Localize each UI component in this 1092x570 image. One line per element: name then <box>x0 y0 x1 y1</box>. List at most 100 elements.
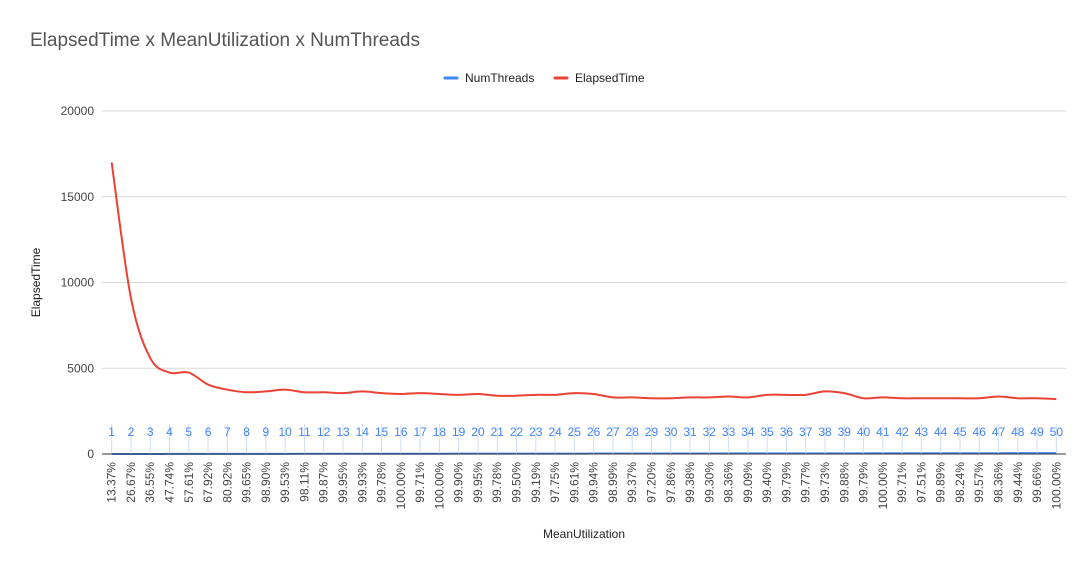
x-tick-label: 97.86% <box>664 462 678 503</box>
data-label: 34 <box>741 425 755 439</box>
data-label: 16 <box>394 425 408 439</box>
data-label: 50 <box>1050 425 1064 439</box>
data-label: 43 <box>915 425 929 439</box>
data-label: 22 <box>510 425 524 439</box>
data-label: 15 <box>375 425 389 439</box>
x-tick-label: 100.00% <box>394 462 408 510</box>
data-label: 27 <box>606 425 620 439</box>
series-line-elapsedtime <box>110 162 1057 401</box>
data-label: 39 <box>838 425 852 439</box>
x-tick-label: 99.09% <box>741 462 755 503</box>
x-tick-label: 98.99% <box>606 462 620 503</box>
x-axis-title: MeanUtilization <box>543 527 625 541</box>
data-label: 40 <box>857 425 871 439</box>
y-tick-label: 10000 <box>61 276 95 290</box>
x-tick-label: 97.75% <box>548 462 562 503</box>
x-tick-label: 99.90% <box>452 462 466 503</box>
y-tick-label: 15000 <box>61 190 95 204</box>
y-tick-label: 5000 <box>67 361 94 375</box>
x-tick-label: 99.30% <box>702 462 716 503</box>
x-tick-label: 57.61% <box>182 462 196 503</box>
x-tick-label: 26.67% <box>124 462 138 503</box>
y-tick-label: 20000 <box>61 104 95 118</box>
data-label: 26 <box>587 425 601 439</box>
x-tick-label: 99.40% <box>760 462 774 503</box>
x-tick-label: 36.55% <box>143 462 157 503</box>
data-label: 6 <box>205 425 212 439</box>
data-label: 7 <box>224 425 231 439</box>
data-label: 24 <box>548 425 562 439</box>
data-label: 4 <box>166 425 173 439</box>
x-tick-label: 99.66% <box>1030 462 1044 503</box>
legend-label-numthreads: NumThreads <box>465 71 534 85</box>
data-label: 49 <box>1030 425 1044 439</box>
x-tick-label: 99.88% <box>837 462 851 503</box>
x-tick-label: 100.00% <box>432 462 446 510</box>
x-tick-label: 98.36% <box>992 462 1006 503</box>
x-tick-label: 99.95% <box>471 462 485 503</box>
x-tick-label: 99.95% <box>336 462 350 503</box>
x-tick-label: 99.78% <box>375 462 389 503</box>
data-label: 28 <box>626 425 640 439</box>
data-label: 32 <box>703 425 717 439</box>
data-label: 21 <box>491 425 505 439</box>
x-tick-label: 97.20% <box>644 462 658 503</box>
data-label: 8 <box>243 425 250 439</box>
data-label: 13 <box>336 425 350 439</box>
x-tick-label: 99.19% <box>529 462 543 503</box>
x-tick-label: 99.53% <box>278 462 292 503</box>
data-label: 29 <box>645 425 659 439</box>
x-tick-label: 99.87% <box>317 462 331 503</box>
x-tick-label: 13.37% <box>105 462 119 503</box>
x-tick-label: 99.89% <box>934 462 948 503</box>
data-label: 12 <box>317 425 331 439</box>
data-label: 45 <box>953 425 967 439</box>
x-tick-label: 99.93% <box>355 462 369 503</box>
data-label: 10 <box>278 425 292 439</box>
data-label: 47 <box>992 425 1006 439</box>
data-label: 9 <box>263 425 270 439</box>
x-tick-label: 99.79% <box>857 462 871 503</box>
data-label: 35 <box>760 425 774 439</box>
data-label: 11 <box>298 425 311 439</box>
data-label: 20 <box>471 425 485 439</box>
legend-label-elapsedtime: ElapsedTime <box>575 71 645 85</box>
x-tick-label: 97.51% <box>914 462 928 503</box>
x-tick-label: 99.78% <box>490 462 504 503</box>
data-label: 37 <box>799 425 813 439</box>
x-tick-label: 98.11% <box>297 462 311 502</box>
data-label: 31 <box>683 425 697 439</box>
x-tick-label: 99.71% <box>895 462 909 503</box>
x-tick-label: 99.38% <box>683 462 697 503</box>
data-label: 17 <box>413 425 427 439</box>
x-tick-label: 98.90% <box>259 462 273 503</box>
data-label: 18 <box>433 425 447 439</box>
data-label: 38 <box>818 425 832 439</box>
x-tick-label: 99.94% <box>587 462 601 503</box>
x-tick-label: 99.37% <box>625 462 639 503</box>
data-label: 30 <box>664 425 678 439</box>
x-tick-label: 98.36% <box>722 462 736 503</box>
x-tick-label: 99.61% <box>567 462 581 503</box>
data-label: 3 <box>147 425 154 439</box>
x-tick-label: 99.57% <box>972 462 986 503</box>
x-tick-label: 99.77% <box>799 462 813 503</box>
x-tick-label: 99.44% <box>1011 462 1025 503</box>
data-label: 23 <box>529 425 543 439</box>
data-label: 41 <box>876 425 890 439</box>
x-tick-label: 99.73% <box>818 462 832 503</box>
data-label: 46 <box>973 425 987 439</box>
data-label: 5 <box>185 425 192 439</box>
data-label: 36 <box>780 425 794 439</box>
x-tick-label: 99.65% <box>240 462 254 503</box>
data-label: 2 <box>128 425 135 439</box>
data-label: 1 <box>108 425 115 439</box>
y-tick-label: 0 <box>87 447 94 461</box>
data-label: 25 <box>568 425 582 439</box>
x-tick-label: 47.74% <box>162 462 176 503</box>
x-tick-label: 99.79% <box>779 462 793 503</box>
x-tick-label: 67.92% <box>201 462 215 503</box>
y-axis-title: ElapsedTime <box>29 247 43 317</box>
chart-title: ElapsedTime x MeanUtilization x NumThrea… <box>30 30 421 51</box>
